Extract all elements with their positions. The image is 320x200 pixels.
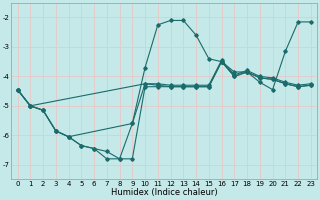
X-axis label: Humidex (Indice chaleur): Humidex (Indice chaleur) xyxy=(111,188,218,197)
